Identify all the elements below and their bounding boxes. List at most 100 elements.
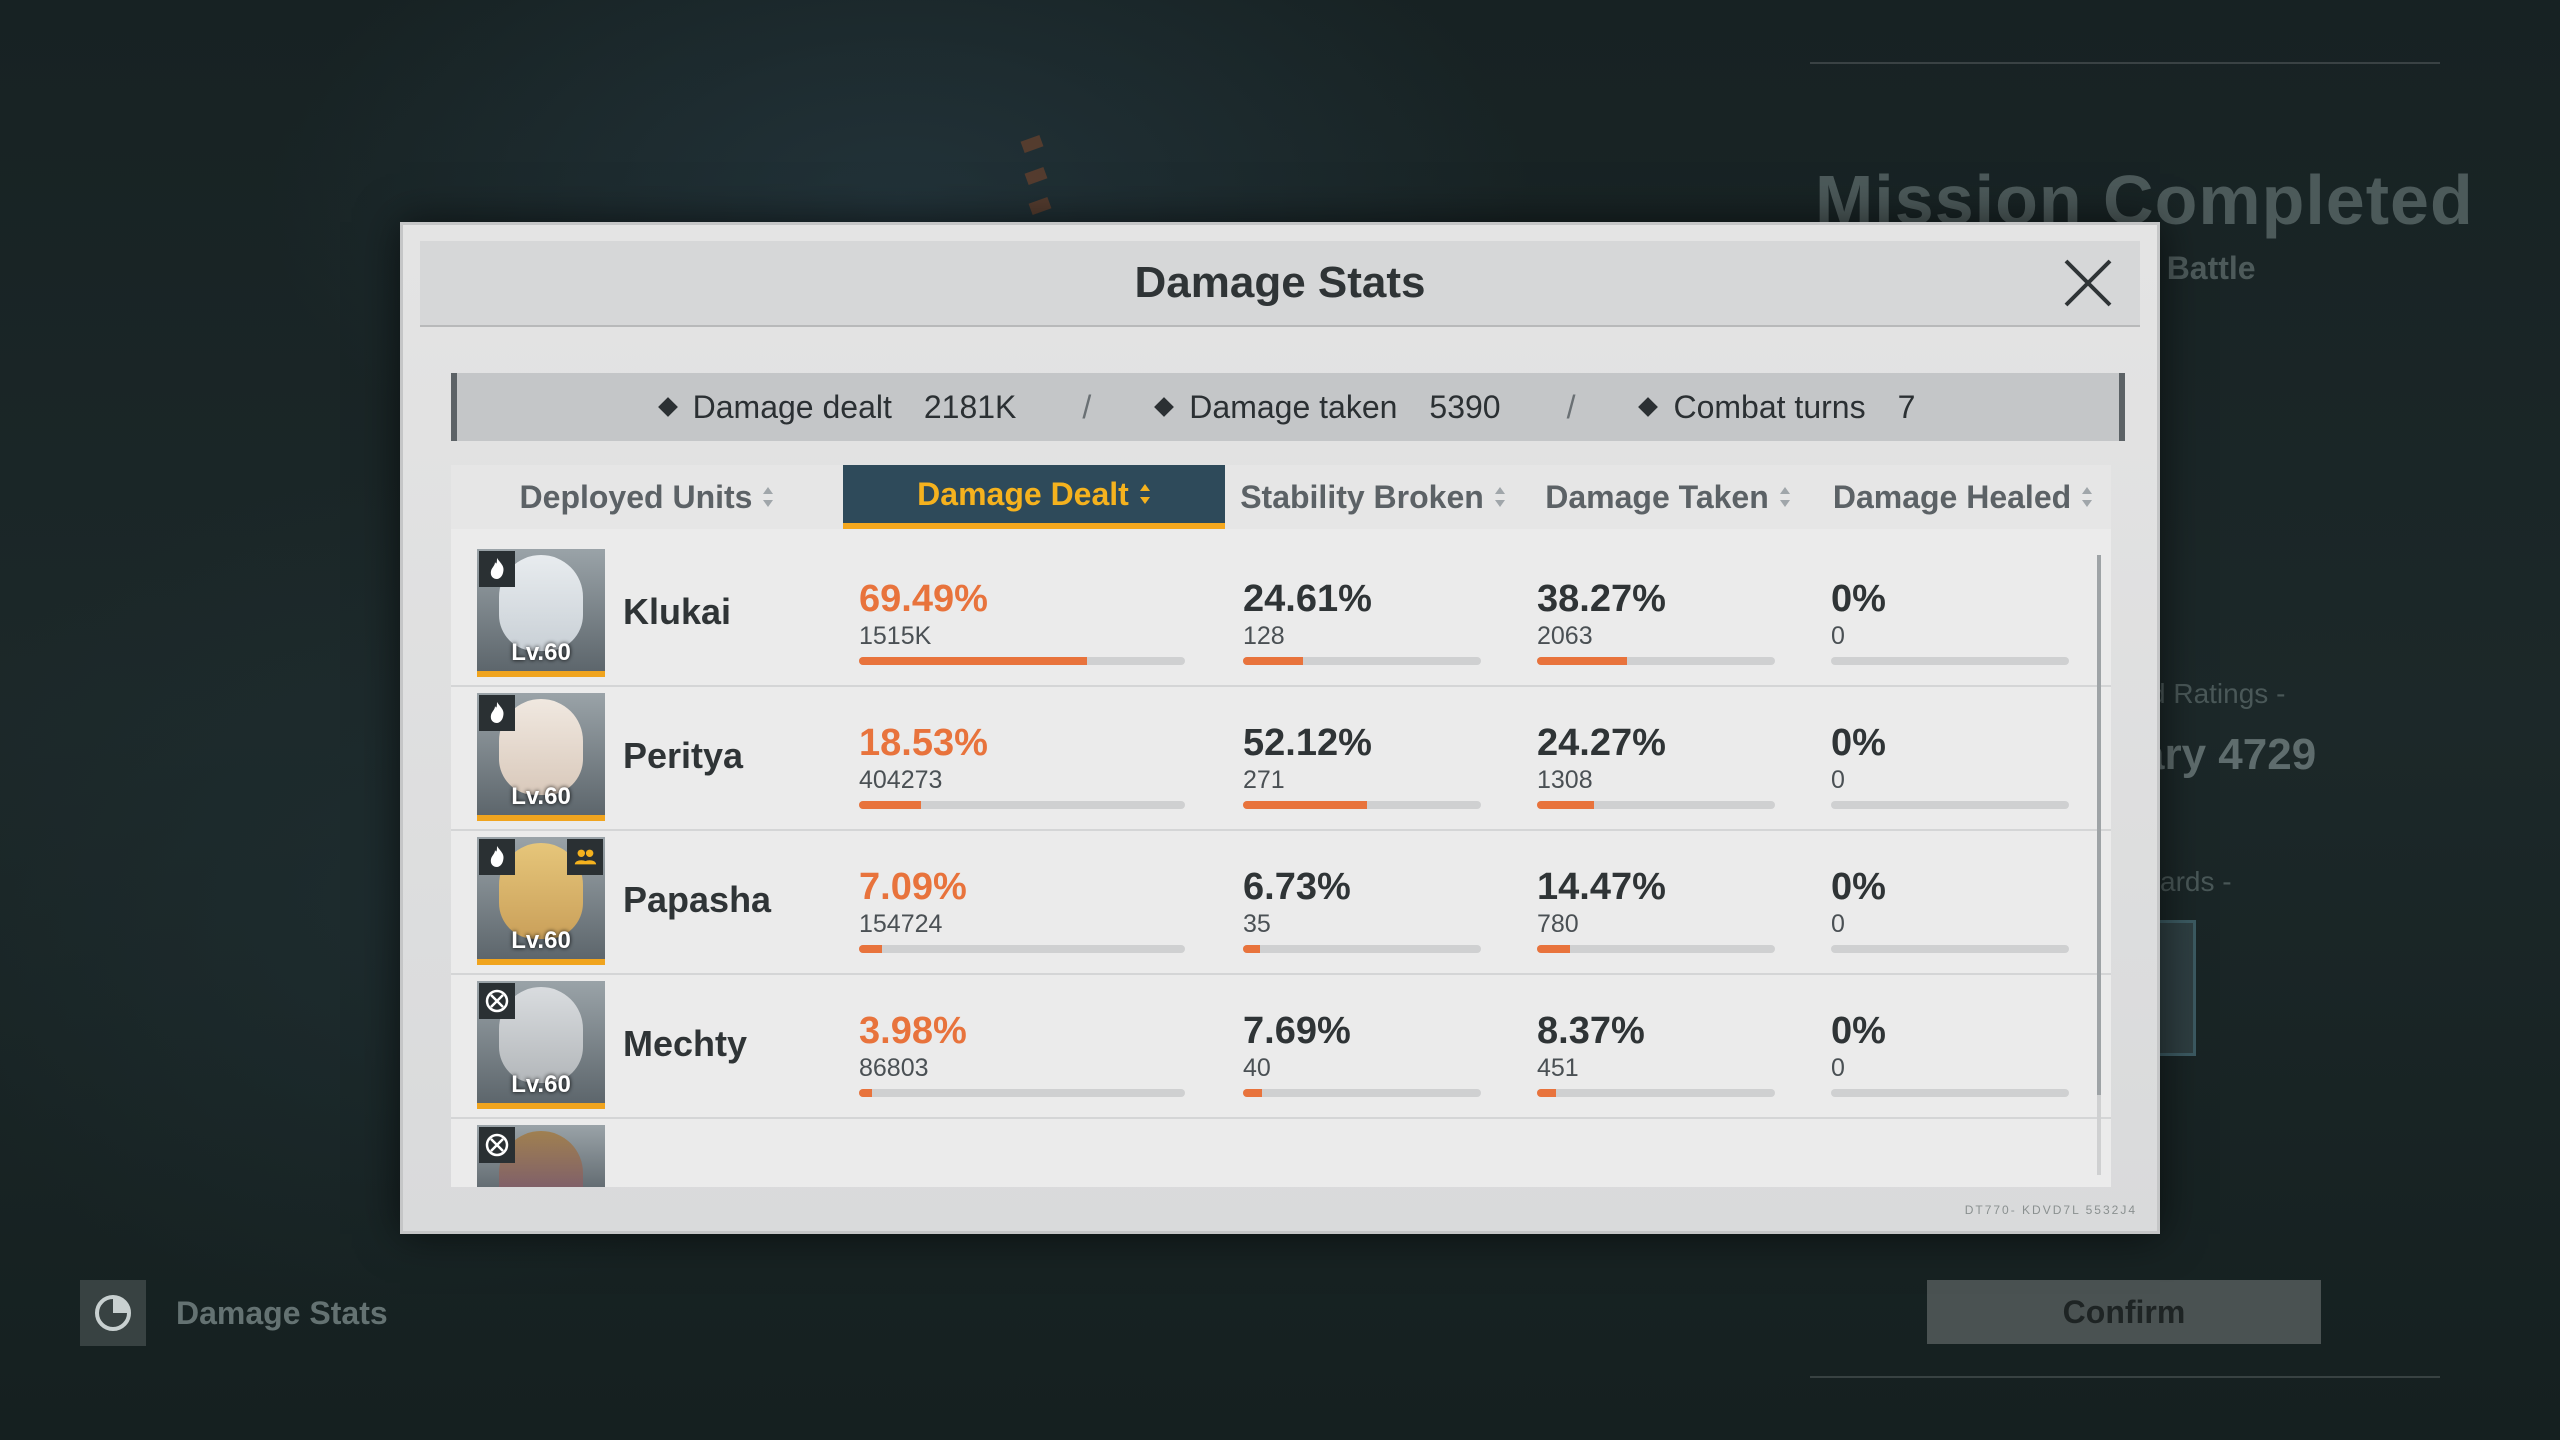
damage-stats-button[interactable]: Damage Stats [80,1280,388,1346]
damage-dealt-cell: 3.98% 86803 [859,1009,1185,1097]
table-row[interactable]: Lv.60 Papasha 7.09% 154724 6.73% 35 14.4… [451,829,2111,975]
damage-dealt-cell: 69.49% 1515K [859,577,1185,665]
tab-damage-healed[interactable]: Damage Healed [1815,465,2111,529]
damage-stats-modal: Damage Stats Damage dealt 2181K / Damage… [400,222,2160,1234]
damage-taken-cell: 14.47% 780 [1537,865,1775,953]
stability-broken-cell: 24.61% 128 [1243,577,1481,665]
scrollbar-thumb[interactable] [2097,555,2101,1095]
stability-broken-bar [1243,657,1481,665]
sort-icon [1779,486,1791,508]
flame-icon [479,695,515,731]
level-label: Lv.60 [511,639,571,666]
stability-broken-raw: 128 [1243,622,1285,650]
damage-healed-pct: 0% [1831,866,1886,908]
tab-label: Damage Taken [1545,478,1769,515]
summary-separator: / [1566,388,1576,425]
table-row[interactable]: Lv.60 Mechty 3.98% 86803 7.69% 40 8.37% … [451,973,2111,1119]
damage-healed-bar [1831,1089,2069,1097]
tab-damage-taken[interactable]: Damage Taken [1521,465,1815,529]
bar-fill [1537,1089,1557,1097]
bar-fill [859,801,921,809]
summary-separator: / [1082,388,1092,425]
bar-fill [1537,801,1595,809]
tab-label: Stability Broken [1240,478,1484,515]
sort-icon [762,486,774,508]
unit-name: Papasha [623,879,772,920]
summary-damage-dealt-value: 2181K [923,388,1017,425]
stats-table: Deployed Units Damage Dealt Stability Br… [451,465,2111,1187]
modal-title: Damage Stats [1134,258,1426,307]
damage-dealt-raw: 1515K [859,622,932,650]
summary-damage-dealt: Damage dealt 2181K [657,388,1017,426]
unit-name: Mechty [623,1023,748,1064]
tab-damage-dealt[interactable]: Damage Dealt [843,465,1225,529]
damage-taken-pct: 38.27% [1537,578,1666,620]
bar-fill [1243,657,1303,665]
tab-deployed-units[interactable]: Deployed Units [451,465,843,529]
bar-fill [1243,801,1367,809]
stability-broken-pct: 52.12% [1243,722,1372,764]
damage-taken-bar [1537,801,1775,809]
avatar: Lv.60 [477,549,605,677]
damage-dealt-raw: 86803 [859,1054,929,1082]
rewards-label: ards - [2160,866,2232,897]
damage-dealt-raw: 404273 [859,766,943,794]
damage-dealt-bar [859,801,1185,809]
damage-taken-cell: 38.27% 2063 [1537,577,1775,665]
damage-taken-cell: 8.37% 451 [1537,1009,1775,1097]
background-line [1810,1376,2440,1378]
bar-fill [859,657,1088,665]
stability-broken-cell: 6.73% 35 [1243,865,1481,953]
stability-broken-pct: 7.69% [1243,1010,1351,1052]
damage-taken-bar [1537,657,1775,665]
stability-broken-raw: 40 [1243,1054,1271,1082]
damage-dealt-bar [859,657,1185,665]
damage-taken-raw: 780 [1537,910,1579,938]
tab-stability-broken[interactable]: Stability Broken [1225,465,1521,529]
tab-label: Damage Dealt [917,475,1129,512]
damage-taken-bar [1537,945,1775,953]
table-row[interactable]: Lv.60 Peritya 18.53% 404273 52.12% 271 2… [451,685,2111,831]
table-row[interactable]: Lv.60 Klukai 69.49% 1515K 24.61% 128 38.… [451,541,2111,687]
scrollbar[interactable] [2097,555,2101,1175]
stability-broken-pct: 24.61% [1243,578,1372,620]
damage-taken-pct: 14.47% [1537,866,1666,908]
damage-taken-bar [1537,1089,1775,1097]
avatar: Lv.60 [477,837,605,965]
damage-healed-cell: 0% 0 [1831,1009,2069,1097]
damage-healed-raw: 0 [1831,910,1845,938]
table-header: Deployed Units Damage Dealt Stability Br… [451,465,2111,529]
damage-healed-bar [1831,657,2069,665]
damage-taken-raw: 2063 [1537,622,1593,650]
damage-healed-bar [1831,801,2069,809]
tab-label: Deployed Units [519,478,753,515]
stability-broken-bar [1243,945,1481,953]
diamond-icon [1154,397,1175,417]
table-row-partial[interactable] [451,1117,2111,1187]
confirm-button[interactable]: Confirm [1927,1280,2321,1344]
score-value: ary 4729 [2140,730,2317,779]
ratings-label: d Ratings - [2150,678,2286,709]
damage-dealt-raw: 154724 [859,910,943,938]
stability-broken-bar [1243,1089,1481,1097]
damage-healed-raw: 0 [1831,1054,1845,1082]
damage-healed-pct: 0% [1831,1010,1886,1052]
summary-damage-taken: Damage taken 5390 [1154,389,1501,426]
stability-broken-raw: 271 [1243,766,1285,794]
stability-broken-cell: 7.69% 40 [1243,1009,1481,1097]
bar-fill [1243,945,1260,953]
damage-taken-raw: 451 [1537,1054,1579,1082]
flame-icon [479,551,515,587]
sort-icon [2081,486,2093,508]
damage-healed-cell: 0% 0 [1831,577,2069,665]
damage-dealt-pct: 18.53% [859,722,988,764]
level-label: Lv.60 [511,783,571,810]
stability-broken-cell: 52.12% 271 [1243,721,1481,809]
avatar: Lv.60 [477,981,605,1109]
damage-healed-cell: 0% 0 [1831,721,2069,809]
damage-dealt-pct: 7.09% [859,866,967,908]
flame-icon [479,839,515,875]
damage-stats-icon [80,1280,146,1346]
close-button[interactable] [2058,253,2118,313]
unit-name: Peritya [623,735,744,776]
